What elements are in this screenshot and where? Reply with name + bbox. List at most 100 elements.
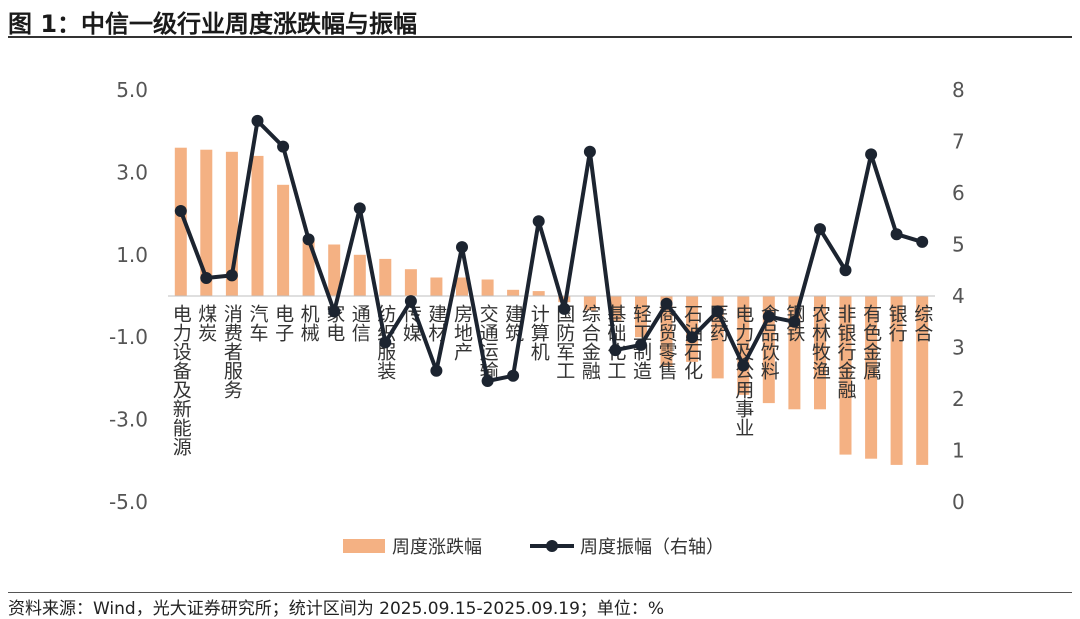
line-point [686,331,699,344]
bar [430,277,443,296]
legend: 周度涨跌幅 周度振幅（右轴） [343,537,724,558]
bar [865,296,878,459]
category-label: 国防军工 [553,304,575,380]
category-label: 通信 [349,304,371,342]
category-label: 食品饮料 [758,304,780,380]
category-label: 消费者服务 [221,304,243,399]
line-point [225,269,238,282]
bar [379,258,392,296]
bar-series [174,147,929,465]
line-point [404,295,417,308]
bar [328,244,341,296]
line-point [456,241,468,254]
category-label: 非银行金融 [835,304,857,399]
bar [353,254,366,296]
right-tick-label: 4 [952,284,965,308]
bar [277,184,290,296]
bar [481,279,494,296]
line-point [839,264,852,277]
bar [916,296,929,465]
bar [839,296,852,455]
source-note: 资料来源：Wind，光大证券研究所；统计区间为 2025.09.15-2025.… [8,599,665,619]
category-label: 房地产 [451,304,473,361]
left-tick-label: 3.0 [116,160,148,184]
line-point [583,145,596,158]
line-point [481,375,494,387]
line-point [635,338,647,351]
legend-bar-label: 周度涨跌幅 [392,537,482,558]
line-point [711,305,724,318]
bar [635,296,647,338]
line-point [379,336,392,349]
category-label: 综合金融 [579,304,601,380]
legend-line-marker [546,540,558,552]
right-tick-label: 2 [952,387,965,411]
figure-title: 图 1：中信一级行业周度涨跌幅与振幅 [8,10,418,38]
bar [814,296,826,410]
category-label: 商贸零售 [656,304,678,380]
bar [302,240,315,296]
title-underline [8,36,1072,38]
category-label: 建材 [425,304,447,342]
left-axis: 5.0 3.0 1.0 -1.0 -3.0 -5.0 [109,78,148,514]
bar [890,296,903,465]
left-tick-label: 1.0 [116,243,148,267]
category-label: 计算机 [528,304,550,361]
line-point [737,359,750,372]
category-label: 煤炭 [195,304,217,342]
bar [174,147,187,296]
line-point [353,202,366,215]
category-label: 电子 [272,304,294,342]
bar [507,289,520,296]
right-tick-label: 8 [952,78,965,102]
line-point [558,302,571,315]
line-point [788,315,801,328]
category-label: 机械 [298,304,320,342]
bar [660,296,673,366]
line-point [890,228,903,241]
chart: 电力设备及新能源煤炭消费者服务汽车电子机械家电通信纺织服装传媒建材房地产交通运输… [109,78,965,558]
bar [251,155,264,296]
bar [404,269,417,296]
line-point [865,148,878,161]
line-point [174,205,187,217]
left-tick-label: -1.0 [109,325,148,349]
right-tick-label: 3 [952,336,965,360]
bar [200,149,213,296]
legend-line-label: 周度振幅（右轴） [580,537,724,558]
line-point [302,233,315,246]
line-point [328,305,341,318]
line-point [200,272,213,284]
bar [583,296,596,311]
category-label: 农林牧渔 [809,304,831,380]
line-point [532,215,545,228]
right-tick-label: 1 [952,439,965,463]
bar [686,296,699,362]
line-point [762,310,775,323]
left-tick-label: 5.0 [116,78,148,102]
category-label: 银行 [886,304,908,342]
bar [456,277,468,296]
right-tick-label: 5 [952,233,965,257]
line-point [814,223,826,236]
bar [532,291,545,296]
legend-bar-swatch [343,539,385,553]
right-tick-label: 6 [952,181,965,205]
line-point [660,297,673,310]
right-tick-label: 0 [952,490,965,514]
line-point [277,140,290,153]
line-point [507,369,520,382]
line-point [251,114,264,127]
right-axis: 8 7 6 5 4 3 2 1 0 [952,78,965,514]
line-point [430,364,443,377]
line-point [609,344,622,357]
footer-rule [8,592,1072,593]
line-point [916,235,929,248]
left-tick-label: -3.0 [109,408,148,432]
left-tick-label: -5.0 [109,490,148,514]
line-series [174,114,929,387]
category-label: 电力设备及新能源 [170,304,192,457]
category-label: 汽车 [247,304,269,342]
category-label: 综合 [911,304,933,342]
category-label: 有色金属 [860,304,882,381]
